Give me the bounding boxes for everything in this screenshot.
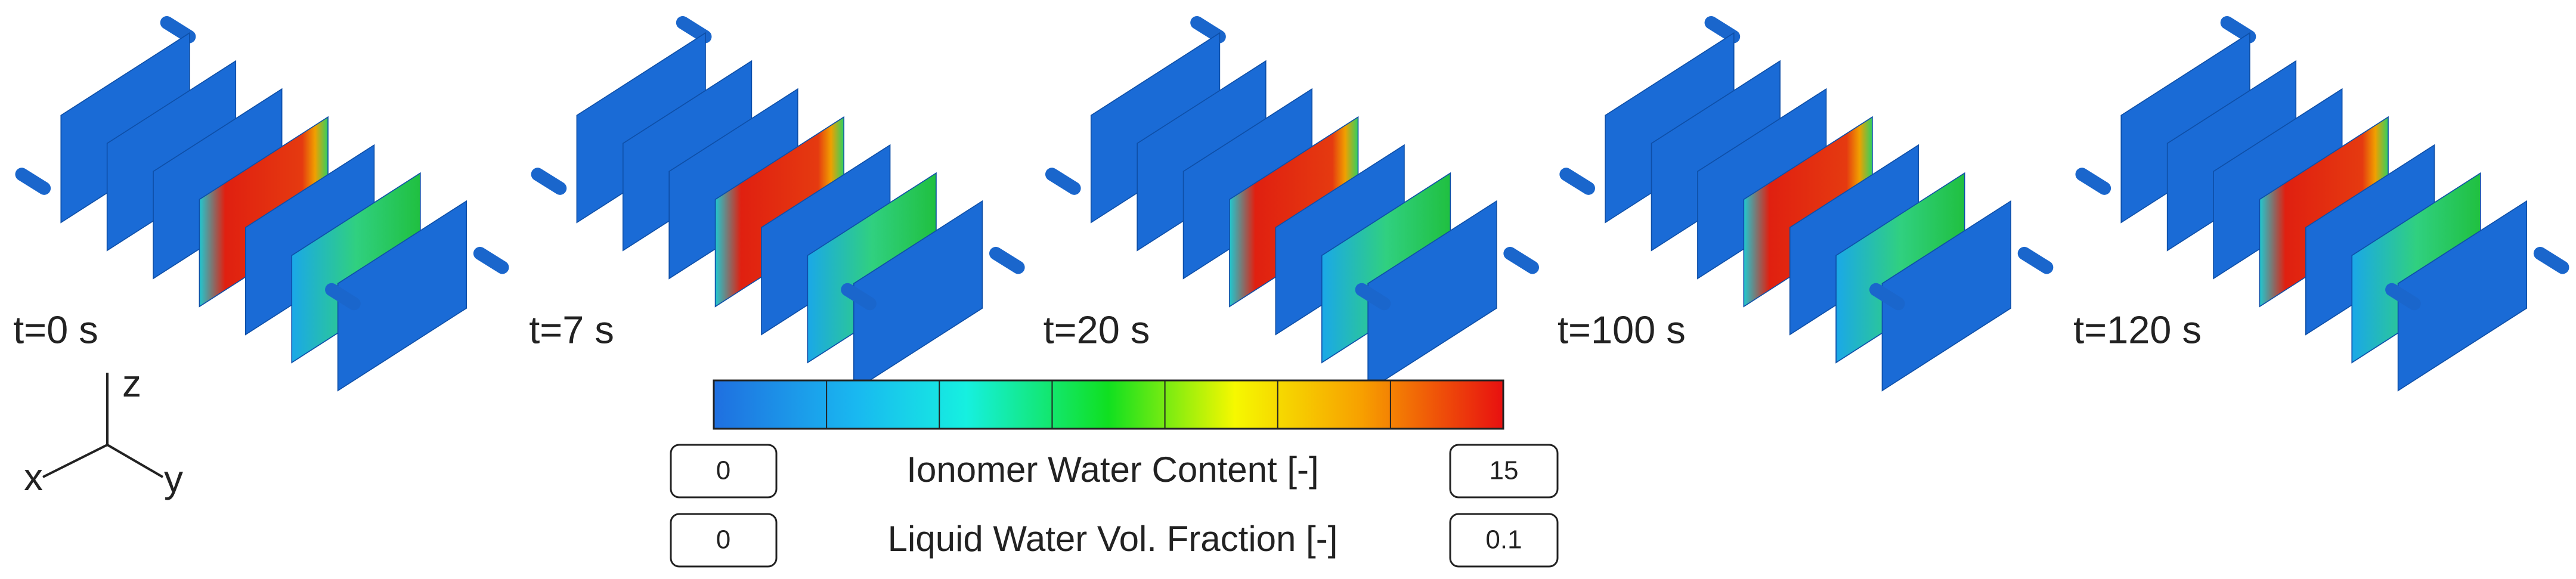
axis-x: x bbox=[24, 456, 43, 499]
snapshot: t=120 s bbox=[2073, 16, 2569, 392]
pipe bbox=[2017, 246, 2054, 274]
scale-name: Liquid Water Vol. Fraction [-] bbox=[888, 519, 1338, 559]
plate bbox=[853, 200, 983, 392]
snapshot-label: t=100 s bbox=[1558, 308, 1686, 351]
axis-y: y bbox=[164, 457, 183, 500]
plate bbox=[2397, 200, 2528, 392]
pipe bbox=[1045, 168, 1081, 195]
snapshot: t=20 s bbox=[1044, 16, 1539, 392]
pipe bbox=[2385, 283, 2421, 311]
colorbar bbox=[713, 379, 1504, 430]
pipe bbox=[531, 168, 567, 195]
plate bbox=[1881, 200, 2011, 392]
scale-max: 0.1 bbox=[1485, 525, 1522, 555]
pipe bbox=[15, 168, 51, 195]
snapshots: t=0 s t=7 s t=20 s t=100 s t=120 s bbox=[13, 16, 2569, 392]
snapshot-label: t=0 s bbox=[13, 308, 98, 351]
pipe bbox=[325, 283, 361, 311]
snapshot-label: t=120 s bbox=[2073, 308, 2202, 351]
snapshot: t=0 s bbox=[13, 16, 509, 392]
snapshot: t=7 s bbox=[529, 16, 1025, 392]
pipe bbox=[1559, 168, 1595, 195]
scale-name: Ionomer Water Content [-] bbox=[906, 450, 1318, 490]
pipe bbox=[473, 246, 509, 274]
plate bbox=[1367, 200, 1497, 392]
scale-min: 0 bbox=[716, 456, 730, 485]
pipe bbox=[989, 246, 1025, 274]
pipe bbox=[2075, 168, 2111, 195]
axes-triad bbox=[42, 373, 164, 478]
pipe bbox=[1503, 246, 1539, 274]
axis-z: z bbox=[122, 362, 141, 405]
pipe bbox=[1869, 283, 1905, 311]
snapshot-label: t=7 s bbox=[529, 308, 614, 351]
pipe bbox=[841, 283, 877, 311]
pipe bbox=[1355, 283, 1391, 311]
scale-min: 0 bbox=[716, 525, 730, 555]
snapshot-label: t=20 s bbox=[1044, 308, 1150, 351]
plate bbox=[337, 200, 467, 392]
scale-max: 15 bbox=[1490, 456, 1519, 485]
snapshot: t=100 s bbox=[1558, 16, 2054, 392]
pipe bbox=[2533, 246, 2569, 274]
